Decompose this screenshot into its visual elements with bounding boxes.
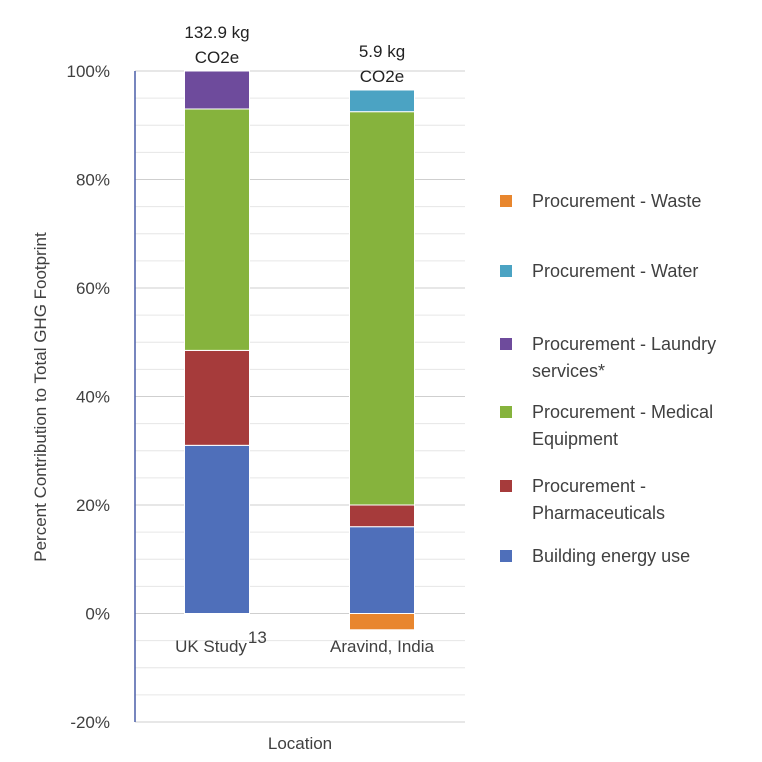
category-superscript: 13: [248, 628, 267, 647]
legend-label: Procurement - Waste: [532, 191, 701, 211]
category-label: UK Study: [175, 637, 247, 656]
legend-label: Procurement - Medical: [532, 402, 713, 422]
bar-segment: [184, 444, 250, 615]
legend-label: Procurement - Laundry: [532, 334, 716, 354]
bar-total-unit-label: CO2e: [360, 67, 404, 86]
legend-swatch: [500, 338, 512, 350]
legend-label: Equipment: [532, 429, 618, 449]
legend-swatch: [500, 265, 512, 277]
bar-total-label: 132.9 kg: [184, 23, 249, 42]
y-tick-label: 40%: [76, 388, 110, 407]
y-tick-label: 60%: [76, 279, 110, 298]
legend-label: Pharmaceuticals: [532, 503, 665, 523]
x-axis-title: Location: [268, 734, 332, 753]
bar-segment: [349, 504, 415, 528]
bar-segment: [349, 526, 415, 615]
legend-label: services*: [532, 361, 605, 381]
legend-swatch: [500, 406, 512, 418]
legend-swatch: [500, 480, 512, 492]
category-label: Aravind, India: [330, 637, 434, 656]
legend-swatch: [500, 550, 512, 562]
legend-swatch: [500, 195, 512, 207]
y-tick-label: 80%: [76, 171, 110, 190]
y-tick-label: 0%: [85, 605, 110, 624]
bar-segment: [349, 111, 415, 506]
bar-segment: [349, 613, 415, 631]
legend-label: Building energy use: [532, 546, 690, 566]
y-tick-label: -20%: [70, 713, 110, 732]
y-tick-label: 100%: [67, 62, 110, 81]
bar-segment: [349, 89, 415, 113]
legend-label: Procurement -: [532, 476, 646, 496]
y-axis-title: Percent Contribution to Total GHG Footpr…: [31, 232, 50, 562]
bar-segment: [184, 108, 250, 351]
bar-total-label: 5.9 kg: [359, 42, 405, 61]
y-tick-label: 20%: [76, 496, 110, 515]
legend-label: Procurement - Water: [532, 261, 698, 281]
bar-segment: [184, 349, 250, 446]
bar-segment: [184, 70, 250, 110]
bar-total-unit-label: CO2e: [195, 48, 239, 67]
